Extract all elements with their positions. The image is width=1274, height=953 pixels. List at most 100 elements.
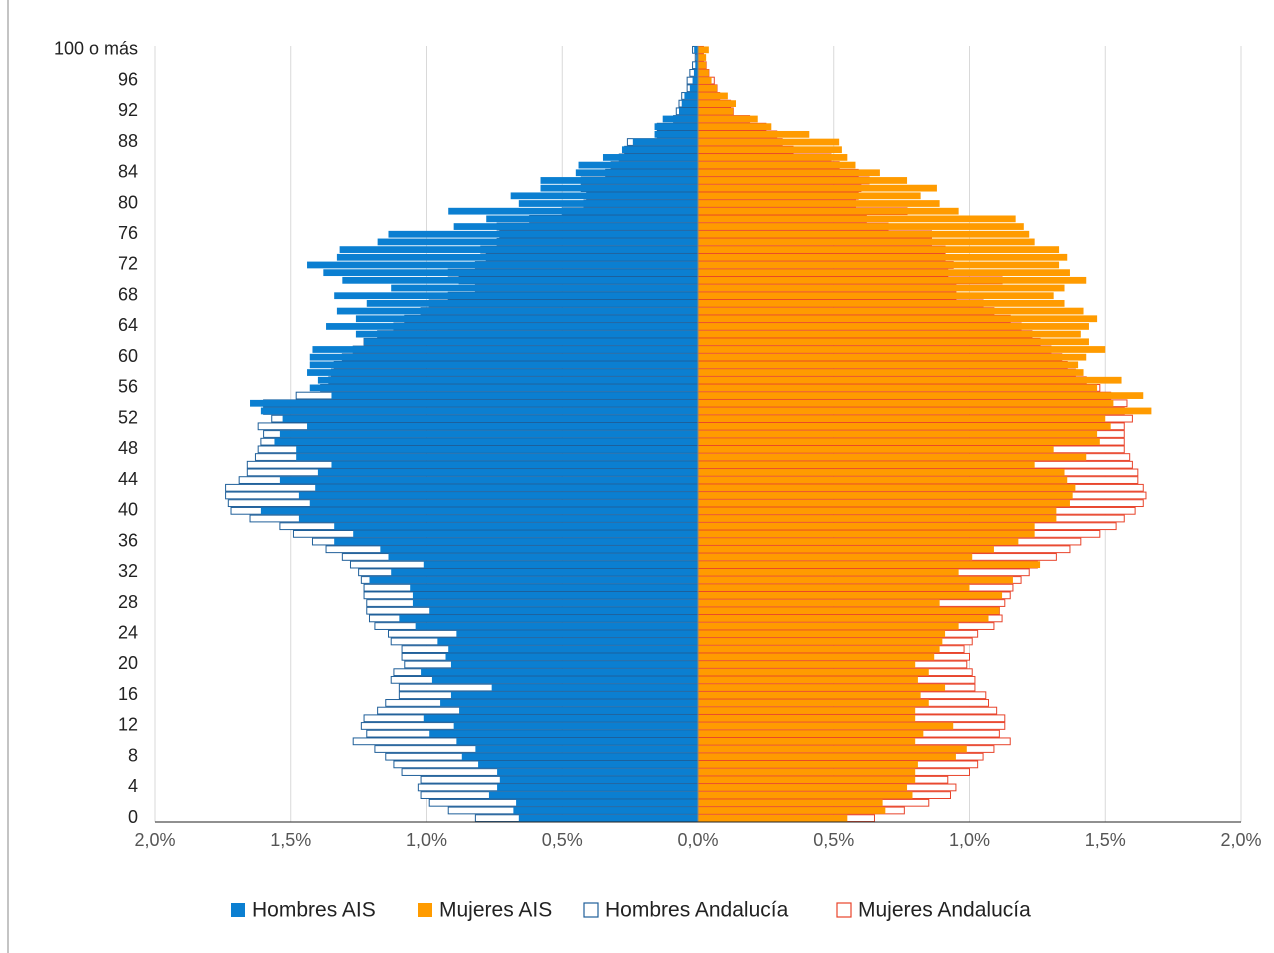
bar: [437, 638, 698, 645]
bar: [693, 69, 698, 77]
bar: [399, 615, 698, 622]
bar: [698, 284, 1065, 292]
bar: [486, 215, 698, 223]
y-tick-label: 52: [118, 407, 138, 427]
bar: [516, 799, 698, 807]
legend-label: Hombres AIS: [252, 899, 376, 922]
bar: [388, 230, 698, 238]
x-tick-label: 2,0%: [1220, 830, 1261, 850]
bar: [654, 123, 698, 131]
bar: [698, 499, 1070, 507]
bar: [429, 607, 698, 615]
bar: [698, 530, 1035, 538]
bar: [698, 545, 994, 553]
bar: [698, 791, 913, 799]
bar: [331, 461, 698, 469]
bar: [698, 323, 1089, 330]
bar: [391, 284, 698, 292]
y-tick-label: 48: [118, 438, 138, 458]
bar: [698, 807, 886, 814]
bar: [698, 722, 954, 730]
bar: [412, 599, 698, 607]
bar: [698, 645, 940, 653]
bar: [632, 138, 698, 146]
bar: [698, 607, 1000, 615]
bar: [698, 515, 1057, 522]
bar: [513, 807, 698, 814]
bar: [698, 215, 1016, 223]
bar: [440, 699, 698, 707]
bar: [694, 46, 698, 54]
bar: [497, 768, 698, 776]
bar: [459, 707, 698, 714]
bar: [698, 676, 918, 684]
bar: [698, 561, 1041, 568]
bar: [698, 599, 940, 607]
bar: [323, 269, 698, 277]
legend-label: Mujeres Andalucía: [858, 899, 1031, 922]
bar: [698, 338, 1089, 346]
bar: [296, 453, 698, 461]
bar: [698, 768, 916, 776]
bar: [698, 100, 737, 108]
y-tick-label: 40: [118, 500, 138, 520]
bar: [698, 538, 1019, 545]
bar: [698, 161, 856, 169]
bar: [334, 522, 698, 530]
bar: [698, 46, 709, 54]
y-tick-label: 44: [118, 469, 138, 489]
y-tick-label: 80: [118, 192, 138, 212]
bar: [698, 384, 1098, 392]
bar: [478, 760, 698, 768]
x-tick-label: 1,0%: [949, 830, 990, 850]
bar: [698, 269, 1070, 277]
legend-swatch: [231, 903, 245, 917]
x-tick-label: 0,5%: [813, 830, 854, 850]
bar: [698, 453, 1087, 461]
bar: [334, 538, 698, 545]
bar: [309, 353, 698, 361]
bar: [698, 507, 1057, 515]
bar: [309, 384, 698, 392]
bar: [698, 138, 840, 146]
bar: [698, 814, 848, 822]
bar: [698, 484, 1076, 492]
bar: [698, 169, 880, 177]
bar: [317, 376, 698, 384]
bar: [698, 553, 973, 561]
bar: [412, 591, 698, 599]
y-tick-label: 68: [118, 284, 138, 304]
y-tick-label: 24: [118, 623, 138, 643]
bar: [698, 476, 1068, 484]
bar: [698, 584, 970, 592]
bar: [491, 684, 698, 691]
bar: [698, 376, 1122, 384]
bar: [698, 707, 916, 714]
bar: [317, 469, 698, 476]
bar: [423, 561, 698, 568]
bar: [698, 784, 908, 791]
bar: [307, 369, 698, 376]
bar: [698, 69, 709, 77]
legend-label: Hombres Andalucía: [605, 899, 789, 922]
bar: [353, 530, 698, 538]
bar: [575, 169, 698, 177]
y-tick-label: 20: [118, 653, 138, 673]
bar: [695, 61, 698, 69]
bar: [698, 399, 1114, 407]
bar: [578, 161, 698, 169]
bar: [445, 653, 698, 661]
y-tick-label: 12: [118, 715, 138, 735]
bar: [689, 84, 698, 92]
bar: [698, 714, 916, 722]
bar: [342, 276, 698, 284]
y-tick-label: 88: [118, 131, 138, 151]
bar: [431, 676, 698, 684]
bar: [698, 253, 1068, 261]
bar: [698, 192, 921, 200]
bar: [698, 568, 959, 576]
bar: [456, 737, 698, 745]
bar: [366, 300, 698, 307]
y-tick-label: 84: [118, 162, 138, 182]
